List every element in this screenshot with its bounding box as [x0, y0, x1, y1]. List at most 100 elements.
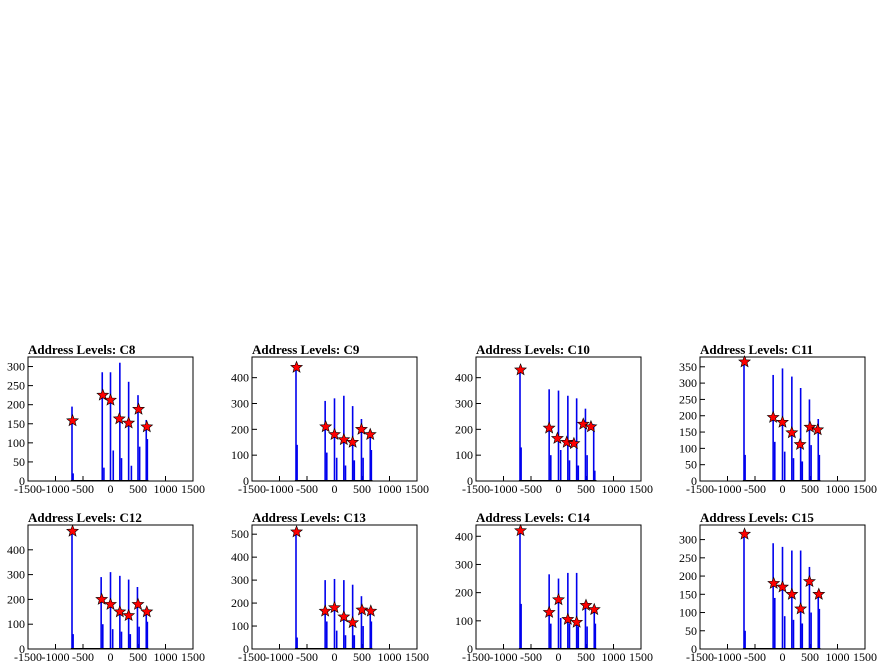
y-tick-label: 100 [679, 606, 697, 620]
x-tick-label: 1000 [826, 482, 850, 496]
chart-title: Address Levels: C14 [476, 510, 590, 525]
peak-marker [561, 612, 575, 625]
y-tick-label: 200 [679, 569, 697, 583]
y-tick-label: 400 [455, 529, 473, 543]
x-tick-label: -1000 [714, 482, 742, 496]
x-tick-label: 500 [353, 482, 371, 496]
x-tick-label: 0 [108, 482, 114, 496]
peak-marker [584, 419, 598, 433]
x-tick-label: 0 [108, 650, 114, 664]
chart-title: Address Levels: C15 [700, 510, 814, 525]
x-tick-label: -500 [520, 650, 542, 664]
x-tick-label: 1000 [378, 482, 402, 496]
x-tick-label: -1000 [490, 482, 518, 496]
y-tick-label: 0 [691, 474, 697, 488]
y-tick-label: 200 [679, 409, 697, 423]
x-tick-label: 500 [577, 650, 595, 664]
chart-panel-7: Address Levels: C14 0 100 200 300 400 -1500 -10… [455, 510, 653, 664]
y-tick-label: 400 [455, 371, 473, 385]
x-tick-label: 500 [129, 482, 147, 496]
y-tick-label: 300 [7, 360, 25, 374]
peak-marker [364, 604, 378, 617]
peak-marker [354, 422, 368, 435]
peak-marker [811, 422, 825, 436]
y-tick-label: 300 [7, 568, 25, 582]
y-tick-label: 500 [231, 527, 249, 541]
x-tick-label: 1500 [629, 650, 653, 664]
x-tick-label: 1000 [826, 650, 850, 664]
y-tick-label: 50 [685, 458, 697, 472]
x-tick-label: 1000 [602, 482, 626, 496]
peak-marker [542, 605, 556, 618]
x-tick-label: 0 [780, 482, 786, 496]
y-tick-label: 300 [455, 557, 473, 571]
peak-marker [579, 598, 593, 611]
peak-marker [104, 393, 117, 406]
y-tick-label: 200 [231, 596, 249, 610]
peak-marker [290, 360, 304, 373]
chart-panel-2: Address Levels: C9 0 100 200 300 400 -1500 -100… [231, 342, 429, 496]
y-tick-label: 50 [685, 624, 697, 638]
peak-marker [104, 597, 117, 610]
peak-marker [113, 604, 127, 618]
peak-marker [132, 402, 146, 415]
y-tick-label: 400 [231, 550, 249, 564]
peak-marker [96, 388, 110, 401]
chart-panel-5: Address Levels: C12 0 100 200 300 400 -1500 -10… [7, 510, 205, 664]
chart-panel-8: Address Levels: C15 0 50 100 150 200 250 300 -15… [679, 510, 877, 664]
y-tick-label: 300 [231, 573, 249, 587]
x-tick-label: -1500 [462, 482, 490, 496]
peak-marker [346, 615, 360, 629]
x-tick-label: 0 [556, 482, 562, 496]
x-tick-label: 0 [332, 650, 338, 664]
peak-marker [346, 435, 360, 448]
peak-marker [337, 610, 351, 623]
x-tick-label: -500 [744, 650, 766, 664]
peak-marker [514, 363, 528, 376]
x-tick-label: -1500 [14, 650, 42, 664]
chart-title: Address Levels: C9 [252, 342, 360, 357]
x-tick-label: -1500 [14, 482, 42, 496]
x-tick-label: 1500 [853, 482, 877, 496]
y-tick-label: 400 [7, 543, 25, 557]
x-tick-label: -1500 [238, 482, 266, 496]
x-tick-label: -1000 [490, 650, 518, 664]
x-tick-label: 1000 [378, 650, 402, 664]
peak-marker [785, 425, 799, 439]
x-tick-label: -1500 [238, 650, 266, 664]
x-tick-label: -1000 [714, 650, 742, 664]
y-tick-label: 300 [679, 533, 697, 547]
chart-title: Address Levels: C12 [28, 510, 142, 525]
y-tick-label: 150 [7, 417, 25, 431]
x-tick-label: 1500 [405, 482, 429, 496]
peak-marker [785, 587, 799, 600]
x-tick-label: 500 [353, 650, 371, 664]
x-tick-label: 1000 [154, 482, 178, 496]
chart-title: Address Levels: C11 [700, 342, 813, 357]
x-tick-label: 1000 [602, 650, 626, 664]
x-tick-label: -1000 [42, 650, 70, 664]
x-tick-label: 500 [577, 482, 595, 496]
peak-marker [290, 525, 304, 538]
peak-marker [738, 527, 752, 540]
peak-marker [542, 421, 556, 434]
peak-marker [552, 592, 565, 606]
chart-panel-1: Address Levels: C8 0 50 100 150 200 250 300 -150… [7, 342, 205, 496]
peak-marker [576, 417, 590, 430]
x-tick-label: 500 [129, 650, 147, 664]
x-tick-label: 1500 [181, 650, 205, 664]
peak-marker [122, 416, 136, 429]
y-tick-label: 0 [243, 474, 249, 488]
y-tick-label: 0 [691, 642, 697, 656]
peak-marker [122, 608, 136, 622]
peak-marker [140, 419, 154, 433]
peak-marker [776, 415, 789, 428]
peak-marker [514, 523, 528, 537]
x-tick-label: 0 [332, 482, 338, 496]
y-tick-label: 0 [467, 474, 473, 488]
x-tick-label: 0 [780, 650, 786, 664]
y-tick-label: 300 [679, 376, 697, 390]
y-tick-label: 50 [13, 455, 25, 469]
x-tick-label: -1500 [462, 650, 490, 664]
